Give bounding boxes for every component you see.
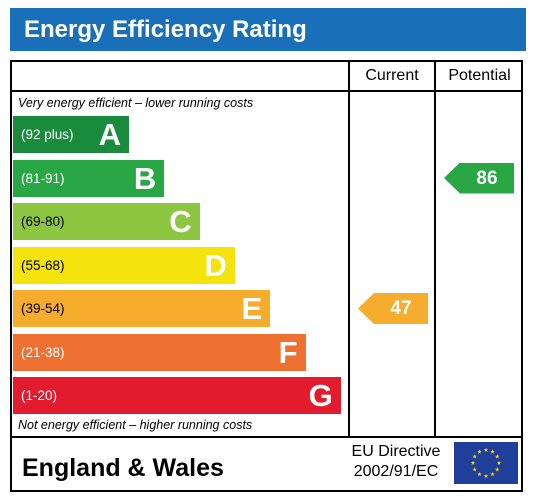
eu-star-icon	[470, 460, 476, 465]
column-divider-potential	[434, 62, 436, 438]
band-letter: E	[241, 291, 263, 326]
eu-star-icon	[472, 467, 477, 472]
rating-chart: Current Potential Very energy efficient …	[10, 60, 523, 492]
band-d: (55-68) D	[13, 246, 235, 284]
band-range: (21-38)	[21, 344, 65, 360]
header-divider	[12, 90, 348, 92]
header-divider-right	[348, 90, 523, 92]
eu-directive: EU Directive 2002/91/EC	[342, 442, 450, 482]
eu-star-icon	[477, 471, 482, 477]
country-label: England & Wales	[22, 454, 224, 482]
band-letter: B	[133, 160, 157, 196]
column-divider-current	[348, 62, 350, 438]
eu-star-icon	[495, 454, 500, 459]
band-range: (81-91)	[21, 170, 65, 186]
band-b: (81-91) B	[13, 159, 165, 197]
band-range: (39-54)	[21, 301, 65, 316]
band-letter: G	[308, 378, 333, 413]
directive-line-1: EU Directive	[351, 443, 441, 460]
band-range: (92 plus)	[21, 127, 74, 142]
eu-star-icon	[490, 449, 495, 454]
potential-rating-arrow-value: 86	[476, 167, 498, 189]
current-rating-arrow: 47	[358, 293, 428, 324]
page-title: Energy Efficiency Rating	[10, 8, 526, 51]
directive-line-2: 2002/91/EC	[353, 463, 439, 480]
eu-star-icon	[483, 473, 489, 478]
eu-star-icon	[483, 447, 489, 452]
potential-column-header: Potential	[448, 67, 511, 84]
band-a: (92 plus) A	[13, 116, 129, 153]
potential-rating-arrow: 86	[444, 162, 514, 194]
footer-divider	[12, 436, 521, 438]
band-range: (55-68)	[21, 257, 65, 273]
band-letter: C	[169, 204, 192, 239]
eu-star-icon	[490, 471, 495, 477]
eu-star-icon	[477, 449, 482, 454]
band-e: (39-54) E	[13, 290, 271, 327]
band-g: (1-20) G	[13, 377, 341, 414]
eu-flag-icon	[454, 442, 518, 484]
current-column-header: Current	[365, 67, 419, 84]
note-not-efficient: Not energy efficient – higher running co…	[18, 418, 253, 432]
eu-star-icon	[496, 460, 502, 465]
eu-star-icon	[472, 454, 477, 459]
eu-star-icon	[495, 467, 500, 472]
note-very-efficient: Very energy efficient – lower running co…	[18, 96, 254, 110]
band-letter: A	[98, 117, 121, 152]
band-letter: D	[204, 247, 227, 283]
band-range: (1-20)	[21, 388, 58, 403]
current-rating-arrow-value: 47	[390, 298, 412, 319]
band-c: (69-80) C	[13, 203, 200, 240]
band-letter: F	[278, 334, 298, 370]
band-range: (69-80)	[21, 214, 65, 229]
band-f: (21-38) F	[13, 333, 306, 371]
